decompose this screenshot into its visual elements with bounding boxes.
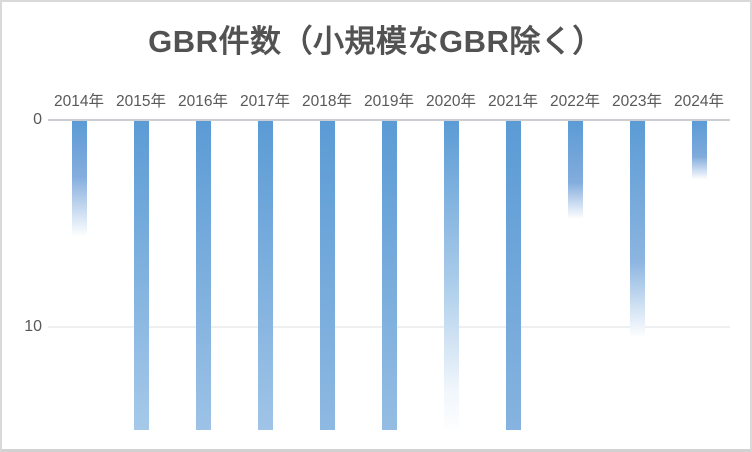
y-axis-tick-label: 0 <box>33 111 42 128</box>
x-axis-category-label: 2021年 <box>488 93 538 110</box>
bar <box>629 121 645 348</box>
bar <box>195 121 211 430</box>
bar <box>133 121 149 430</box>
bar <box>691 121 707 182</box>
bar <box>257 121 273 430</box>
bar <box>319 121 335 430</box>
x-axis-category-label: 2019年 <box>364 93 414 110</box>
zero-gridline <box>48 118 730 121</box>
bar <box>505 121 521 430</box>
bar <box>443 121 459 430</box>
bar <box>567 121 583 223</box>
x-axis-category-label: 2015年 <box>116 93 166 110</box>
chart-title: GBR件数（小規模なGBR除く） <box>148 24 604 59</box>
y-axis-tick-label: 10 <box>24 318 42 335</box>
bar <box>71 121 87 244</box>
x-axis-category-label: 2016年 <box>178 93 228 110</box>
x-axis-category-label: 2020年 <box>426 93 476 110</box>
x-axis-category-label: 2024年 <box>674 93 724 110</box>
x-axis-category-label: 2014年 <box>54 93 104 110</box>
x-axis-category-label: 2023年 <box>612 93 662 110</box>
x-axis-category-label: 2022年 <box>550 93 600 110</box>
x-axis-category-label: 2017年 <box>240 93 290 110</box>
bar <box>381 121 397 430</box>
x-axis-category-label: 2018年 <box>302 93 352 110</box>
